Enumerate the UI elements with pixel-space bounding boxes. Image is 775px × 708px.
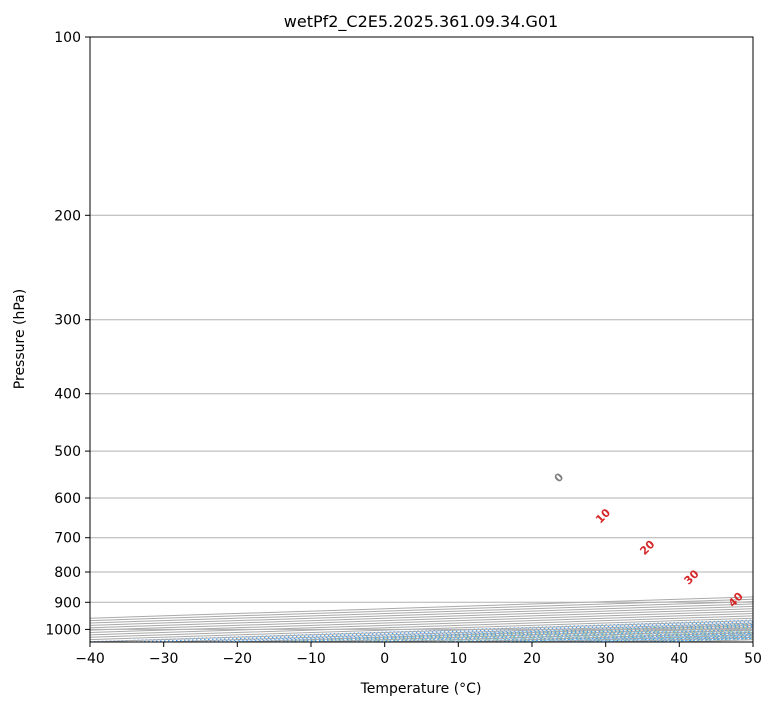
x-tick-label: −20 bbox=[223, 651, 253, 667]
dry-adiabat-line bbox=[763, 37, 775, 642]
x-tick-label: 10 bbox=[449, 651, 467, 667]
y-tick-label: 600 bbox=[54, 491, 81, 507]
plot-frame bbox=[89, 36, 754, 643]
y-tick-label: 500 bbox=[54, 444, 81, 460]
isotherm-line bbox=[752, 641, 753, 642]
plot-background bbox=[90, 37, 753, 642]
x-tick-label: −30 bbox=[149, 651, 179, 667]
x-tick-label: −10 bbox=[296, 651, 326, 667]
y-tick-label: 300 bbox=[54, 313, 81, 329]
y-axis-label: Pressure (hPa) bbox=[12, 289, 28, 389]
y-tick-label: 800 bbox=[54, 565, 81, 581]
y-tick-label: 900 bbox=[54, 595, 81, 611]
x-tick-label: −40 bbox=[75, 651, 105, 667]
x-axis-label: Temperature (°C) bbox=[360, 681, 482, 697]
x-tick-label: 30 bbox=[597, 651, 615, 667]
y-tick-label: 1000 bbox=[45, 622, 81, 638]
y-tick-label: 700 bbox=[54, 531, 81, 547]
y-tick-label: 100 bbox=[54, 30, 81, 46]
y-tick-label: 400 bbox=[54, 387, 81, 403]
x-tick-label: 40 bbox=[670, 651, 688, 667]
y-tick-label: 200 bbox=[54, 208, 81, 224]
x-tick-label: 0 bbox=[380, 651, 389, 667]
x-tick-label: 50 bbox=[744, 651, 762, 667]
chart-title: wetPf2_C2E5.2025.361.09.34.G01 bbox=[284, 12, 558, 32]
x-tick-label: 20 bbox=[523, 651, 541, 667]
